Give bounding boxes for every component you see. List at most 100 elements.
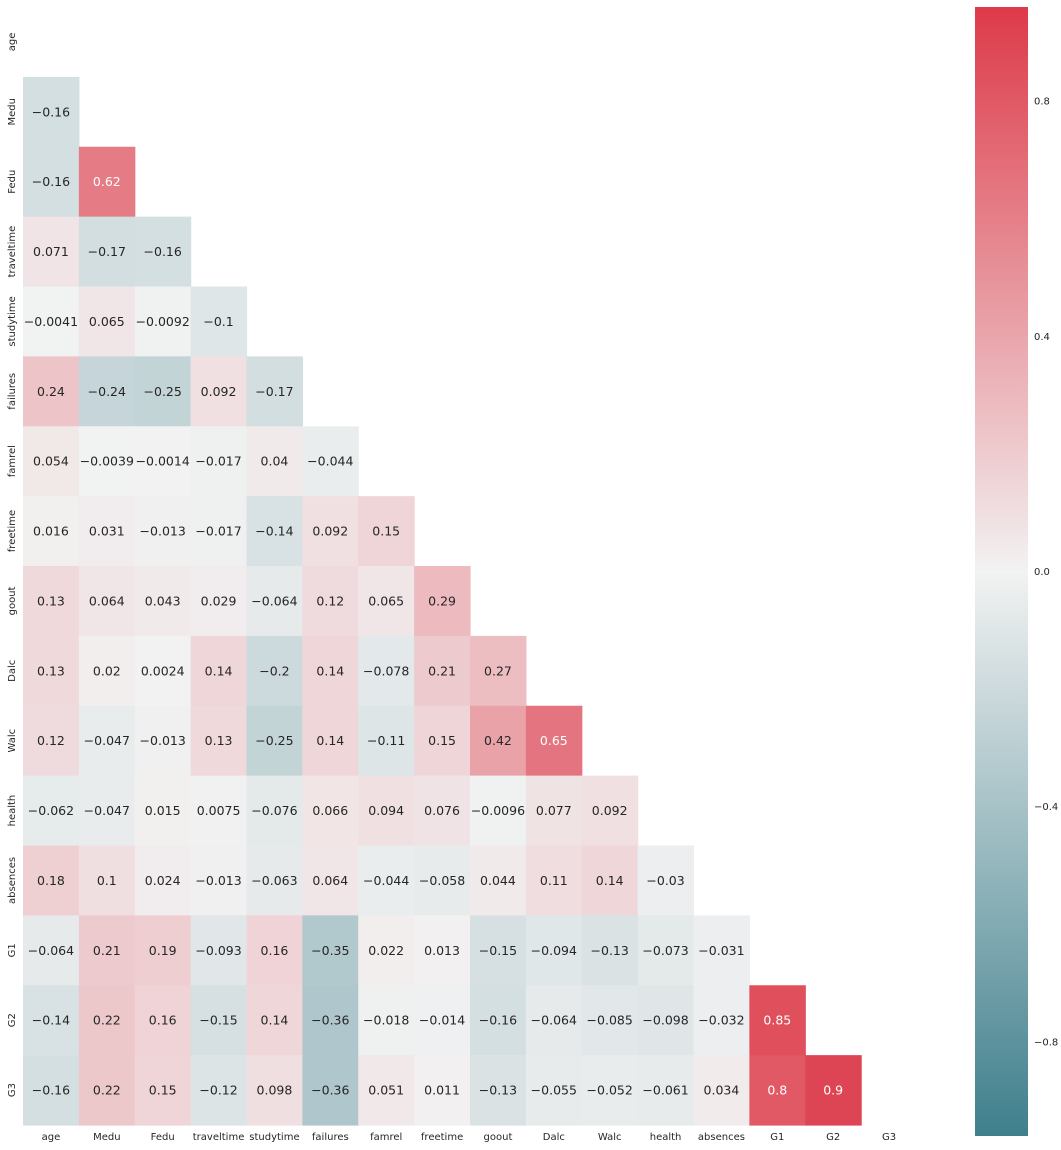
cell-value-label: −0.018 bbox=[363, 1013, 409, 1028]
x-tick-label: studytime bbox=[249, 1132, 299, 1143]
cell-value-label: 0.094 bbox=[368, 803, 404, 818]
heatmap-cell bbox=[246, 566, 303, 637]
colorbar-tick-label: −0.4 bbox=[1034, 802, 1058, 813]
cell-value-label: −0.17 bbox=[255, 384, 293, 399]
cell-value-label: 0.14 bbox=[596, 873, 624, 888]
heatmap-cell bbox=[23, 705, 80, 777]
heatmap-cell bbox=[358, 845, 415, 916]
heatmap-cell bbox=[78, 635, 136, 707]
heatmap-cell bbox=[190, 566, 248, 637]
heatmap-cell bbox=[246, 985, 303, 1056]
heatmap-cell bbox=[246, 1055, 303, 1126]
cell-value-label: −0.013 bbox=[140, 733, 186, 748]
heatmap-cell bbox=[637, 845, 695, 916]
heatmap-cell bbox=[525, 1055, 583, 1126]
x-tick-label: freetime bbox=[421, 1132, 463, 1143]
y-tick-label: Dalc bbox=[7, 660, 18, 682]
heatmap-cell bbox=[23, 496, 80, 567]
cell-value-label: 0.15 bbox=[428, 733, 456, 748]
cell-value-label: 0.22 bbox=[93, 1083, 121, 1098]
x-tick-label: age bbox=[42, 1132, 61, 1143]
cell-value-label: −0.017 bbox=[195, 524, 241, 539]
heatmap-cell bbox=[246, 705, 303, 777]
heatmap-cell bbox=[190, 845, 248, 916]
cell-value-label: 0.62 bbox=[93, 174, 121, 189]
heatmap-cell bbox=[302, 915, 359, 986]
y-tick-label: freetime bbox=[7, 510, 18, 552]
cell-value-label: −0.2 bbox=[259, 663, 289, 678]
cell-value-label: 0.42 bbox=[484, 733, 512, 748]
heatmap-cell bbox=[749, 1055, 806, 1126]
cell-value-label: 0.15 bbox=[372, 524, 400, 539]
heatmap-cell bbox=[358, 705, 415, 777]
cell-value-label: 0.22 bbox=[93, 1013, 121, 1028]
cell-value-label: 0.0024 bbox=[141, 663, 185, 678]
heatmap-cell bbox=[23, 985, 80, 1056]
cell-value-label: −0.017 bbox=[195, 454, 241, 469]
cell-value-label: −0.062 bbox=[28, 803, 74, 818]
cell-value-label: 0.18 bbox=[37, 873, 65, 888]
cell-value-label: −0.058 bbox=[419, 873, 465, 888]
heatmap-cell bbox=[23, 146, 80, 218]
heatmap-cell bbox=[302, 496, 359, 567]
heatmap-cell bbox=[23, 915, 80, 986]
cell-value-label: −0.25 bbox=[144, 384, 182, 399]
cell-value-label: −0.16 bbox=[144, 244, 182, 259]
x-tick-label: Fedu bbox=[151, 1132, 175, 1143]
x-tick-label: failures bbox=[312, 1132, 349, 1143]
colorbar-tick-label: 0.8 bbox=[1034, 97, 1050, 108]
heatmap-cells bbox=[23, 76, 862, 1126]
heatmap-cell bbox=[246, 915, 303, 986]
cell-value-label: 0.092 bbox=[201, 384, 237, 399]
cell-value-label: 0.9 bbox=[823, 1083, 843, 1098]
heatmap-cell bbox=[414, 845, 471, 916]
heatmap-cell bbox=[23, 635, 80, 707]
cell-value-label: −0.36 bbox=[311, 1013, 349, 1028]
x-tick-label: G3 bbox=[882, 1132, 896, 1143]
cell-value-label: 0.13 bbox=[37, 663, 65, 678]
heatmap-cell bbox=[190, 1055, 248, 1126]
cell-value-label: 0.13 bbox=[37, 593, 65, 608]
x-tick-label: goout bbox=[484, 1132, 513, 1143]
cell-value-label: −0.17 bbox=[88, 244, 126, 259]
cell-value-label: 0.16 bbox=[261, 943, 289, 958]
heatmap-cell bbox=[302, 845, 359, 916]
cell-value-label: 0.14 bbox=[316, 663, 344, 678]
cell-value-label: 0.031 bbox=[89, 524, 125, 539]
cell-value-label: −0.013 bbox=[140, 524, 186, 539]
cell-value-label: −0.055 bbox=[531, 1083, 577, 1098]
cell-value-label: −0.098 bbox=[642, 1013, 688, 1028]
heatmap-cell bbox=[302, 775, 359, 847]
cell-value-label: −0.11 bbox=[367, 733, 405, 748]
cell-value-label: 0.85 bbox=[763, 1013, 791, 1028]
cell-value-label: −0.16 bbox=[479, 1013, 517, 1028]
heatmap-cell bbox=[470, 915, 527, 986]
cell-value-label: −0.052 bbox=[587, 1083, 633, 1098]
heatmap-cell bbox=[637, 915, 695, 986]
cell-value-label: −0.064 bbox=[531, 1013, 577, 1028]
heatmap-cell bbox=[693, 985, 750, 1056]
heatmap-cell bbox=[78, 286, 136, 357]
heatmap-cell bbox=[134, 985, 192, 1056]
cell-value-label: −0.24 bbox=[88, 384, 126, 399]
heatmap-cell bbox=[302, 635, 359, 707]
heatmap-cell bbox=[470, 705, 527, 777]
heatmap-cell bbox=[525, 775, 583, 847]
y-tick-label: G3 bbox=[7, 1083, 18, 1097]
cell-value-label: 0.21 bbox=[93, 943, 121, 958]
x-tick-label: Medu bbox=[93, 1132, 120, 1143]
heatmap-cell bbox=[23, 1055, 80, 1126]
y-tick-label: G1 bbox=[7, 943, 18, 957]
heatmap-cell bbox=[23, 76, 80, 148]
cell-value-label: 0.016 bbox=[33, 524, 69, 539]
heatmap-cell bbox=[134, 496, 192, 567]
x-tick-label: health bbox=[650, 1132, 682, 1143]
y-tick-label: G2 bbox=[7, 1013, 18, 1027]
cell-value-label: 0.12 bbox=[37, 733, 65, 748]
heatmap-cell bbox=[302, 705, 359, 777]
y-tick-label: failures bbox=[7, 373, 18, 410]
cell-value-label: 0.013 bbox=[424, 943, 460, 958]
x-tick-label: Dalc bbox=[543, 1132, 565, 1143]
heatmap-cell bbox=[414, 566, 471, 637]
heatmap-cell bbox=[414, 985, 471, 1056]
